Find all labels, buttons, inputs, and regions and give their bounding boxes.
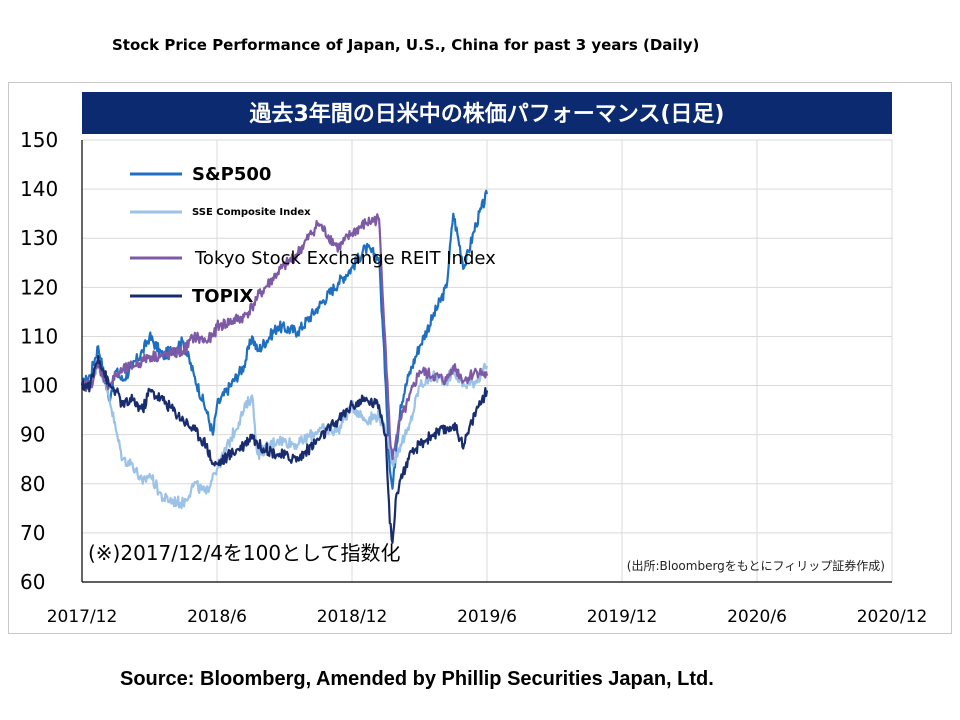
y-tick-label: 150 [20, 128, 58, 152]
x-tick-label: 2020/12 [857, 607, 928, 627]
y-tick-label: 120 [20, 275, 58, 299]
legend-label: S&P500 [192, 164, 271, 185]
chart-title: 過去3年間の日米中の株価パフォーマンス(日足) [250, 101, 725, 127]
x-tick-label: 2020/6 [727, 607, 787, 627]
x-tick-label: 2018/12 [317, 607, 388, 627]
series-line-sse-composite-index [80, 358, 489, 510]
source-footer: Source: Bloomberg, Amended by Phillip Se… [120, 668, 714, 690]
legend: S&P500 SSE Composite Index Tokyo Stock Exc… [130, 164, 496, 307]
y-tick-label: 90 [20, 423, 45, 447]
y-tick-label: 130 [20, 226, 58, 250]
chart-frame [8, 82, 952, 634]
series-line-topix [80, 355, 489, 544]
index-note: (※)2017/12/4を100として指数化 [88, 541, 401, 565]
legend-label: Tokyo Stock Exchange REIT Index [194, 248, 496, 269]
chart-title-banner [82, 92, 892, 134]
axes: 60 70 80 90 100 110 120 130 140 150 2017/12 2018/6 2… [20, 128, 927, 627]
y-tick-label: 60 [20, 570, 45, 594]
y-tick-label: 80 [20, 472, 45, 496]
x-tick-label: 2019/12 [587, 607, 658, 627]
series-line-tokyo-stock-exchange-reit-index [80, 213, 489, 461]
y-tick-label: 110 [20, 324, 58, 348]
slide-title: Stock Price Performance of Japan, U.S., … [112, 36, 700, 54]
y-tick-label: 70 [20, 521, 45, 545]
series-lines [80, 189, 489, 544]
y-tick-label: 140 [20, 177, 58, 201]
legend-label: SSE Composite Index [192, 207, 311, 218]
x-tick-label: 2019/6 [457, 607, 517, 627]
x-tick-label: 2018/6 [187, 607, 247, 627]
legend-label: TOPIX [192, 286, 253, 307]
x-tick-label: 2017/12 [47, 607, 118, 627]
source-note: (出所:Bloombergをもとにフィリップ証券作成) [627, 558, 885, 573]
series-line-s-p500 [80, 189, 489, 490]
y-tick-label: 100 [20, 374, 58, 398]
